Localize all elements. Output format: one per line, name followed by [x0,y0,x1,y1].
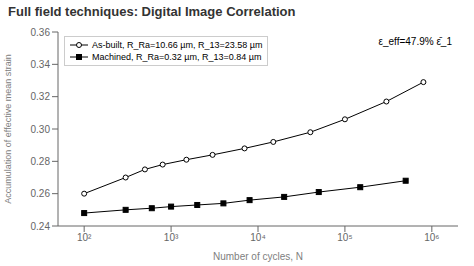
svg-text:0.32: 0.32 [31,91,51,102]
svg-text:0.34: 0.34 [31,59,51,70]
svg-text:10⁴: 10⁴ [250,232,265,243]
svg-text:0.24: 0.24 [31,221,51,232]
html-text:Full field techniques: Digital: Full field techniques: Digital Image Cor… [8,4,296,19]
svg-text:0.26: 0.26 [31,188,51,199]
svg-text:10⁵: 10⁵ [337,232,352,243]
svg-text:10²: 10² [77,232,92,243]
html-text:ε_eff=47.9% ε̄_1: ε_eff=47.9% ε̄_1 [378,36,452,47]
svg-text:Number of cycles, N: Number of cycles, N [213,251,303,262]
svg-text:0.28: 0.28 [31,156,51,167]
svg-text:10³: 10³ [164,232,179,243]
svg-text:0.30: 0.30 [31,124,51,135]
svg-text:10⁶: 10⁶ [424,232,439,243]
html-text:Machined, R_Ra=0.32 µm, R_13=0: Machined, R_Ra=0.32 µm, R_13=0.84 µm [92,52,262,62]
html-text:As-built, R_Ra=10.66 µm, R_13=: As-built, R_Ra=10.66 µm, R_13=23.58 µm [92,40,263,50]
svg-text:0.36: 0.36 [31,27,51,38]
svg-text:Accumulation of effective mean: Accumulation of effective mean strain [8,54,13,203]
